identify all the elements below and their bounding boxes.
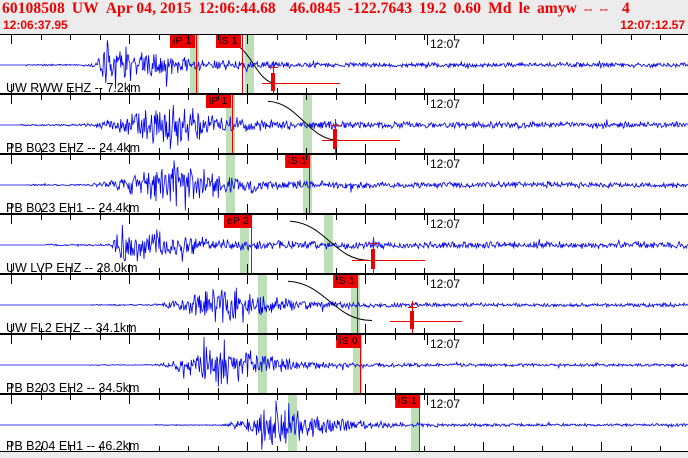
event-latitude: 46.0845 [289,0,341,17]
pick-window-band [288,395,297,451]
trace-row-inner: iS 1 12:07 PB B204 EH1 -- 46.2km [0,395,688,451]
station-label: UW FL2 EHZ -- 34.1km [6,321,137,333]
axis-time-label: 12:07 [430,217,461,231]
event-quality: le [518,0,530,17]
trace-row[interactable]: iS 1 12:07 UW FL2 EHZ -- 34.1km [0,274,688,334]
trace-row-inner: iS 1 12:07 UW FL2 EHZ -- 34.1km [0,275,688,333]
phase-pick-label[interactable]: iS 1 [333,275,358,288]
pick-window-band [258,275,267,333]
station-label: PB B204 EH1 -- 46.2km [6,439,140,451]
station-label: PB B023 EH1 -- 24.4km [6,201,140,213]
minute-tick-mark [427,395,428,405]
amplitude-marker-cross [269,67,278,68]
phase-pick-label[interactable]: iS 1 [285,155,310,168]
minute-tick-mark [427,335,428,345]
minute-tick-mark [427,35,428,45]
amplitude-baseline [322,140,400,141]
waveform-trace [0,105,688,150]
phase-pick-label[interactable]: iS 1 [395,395,420,408]
minute-tick-mark [427,215,428,225]
event-header: 60108508 UW Apr 04, 2015 12:06:44.68 46.0845… [0,0,688,34]
axis-time-label: 12:07 [430,277,461,291]
trace-rows: iP 1 iS 1 12:07 UW RWW EHZ -- 7.2km iP 1 12:0… [0,34,688,458]
event-field-2: -- [599,2,609,16]
event-depth: 19.2 [419,0,447,17]
station-label: PB B203 EH2 -- 34.5km [6,381,140,393]
trace-row-inner: iP 1 12:07 PB B023 EHZ -- 24.4km [0,95,688,153]
axis-time-label: 12:07 [430,37,461,51]
event-id: 60108508 [2,0,65,17]
amplitude-baseline [262,83,340,84]
phase-pick-label[interactable]: iP 1 [206,95,231,108]
phase-pick-line[interactable] [251,215,252,273]
phase-pick-label[interactable]: eP 2 [224,215,252,228]
event-network: UW [71,0,99,17]
minute-tick-mark [427,95,428,105]
axis-time-label: 12:07 [430,157,461,171]
event-date: Apr 04, 2015 [105,0,192,17]
amplitude-marker-bar[interactable] [333,129,337,149]
event-mag-type: Md [488,0,512,17]
amplitude-baseline [390,321,462,322]
trace-row[interactable]: iS 0 12:07 PB B203 EH2 -- 34.5km [0,334,688,394]
trace-row[interactable]: iP 1 iS 1 12:07 UW RWW EHZ -- 7.2km [0,34,688,94]
pick-window-band [411,395,420,451]
phase-pick-line[interactable] [419,395,420,451]
amplitude-marker-bar[interactable] [371,249,375,269]
phase-pick-line[interactable] [232,95,233,153]
phase-pick-line[interactable] [196,35,197,93]
trace-row[interactable]: eP 2 12:07 UW LVP EHZ -- 28.0km [0,214,688,274]
minute-tick-mark [427,155,428,165]
station-label: UW RWW EHZ -- 7.2km [6,81,141,93]
amplitude-marker-cross [369,243,378,244]
trace-row[interactable]: iP 1 12:07 PB B023 EHZ -- 24.4km [0,94,688,154]
axis-time-label: 12:07 [430,397,461,411]
amplitude-baseline [352,260,425,261]
event-trailing-count: 4 [622,0,630,17]
window-start-time: 12:06:37.95 [3,18,68,32]
station-label: UW LVP EHZ -- 28.0km [6,261,138,273]
phase-pick-label[interactable]: iS 1 [216,35,241,48]
waveform-trace [0,160,688,211]
waveform-trace [0,336,688,387]
event-longitude: -122.7643 [347,0,413,17]
station-label: PB B023 EHZ -- 24.4km [6,141,141,153]
axis-time-label: 12:07 [430,337,461,351]
event-origin-time: 12:06:44.68 [198,0,276,17]
amplitude-marker-cross [408,307,417,308]
waveform-trace [0,40,688,90]
phase-pick-label[interactable]: iS 0 [336,335,361,348]
phase-pick-line[interactable] [360,335,361,393]
amplitude-marker-cross [331,125,340,126]
trace-row-inner: eP 2 12:07 UW LVP EHZ -- 28.0km [0,215,688,273]
event-code: amyw [536,0,577,17]
phase-pick-label[interactable]: iP 1 [170,35,195,48]
trace-row-inner: iP 1 iS 1 12:07 UW RWW EHZ -- 7.2km [0,35,688,93]
pick-window-band [353,335,362,393]
trace-row[interactable]: iS 1 12:07 PB B204 EH1 -- 46.2km [0,394,688,452]
amplitude-marker-bar[interactable] [410,311,414,329]
trace-row-inner: iS 0 12:07 PB B203 EH2 -- 34.5km [0,335,688,393]
amplitude-marker-bar[interactable] [271,73,275,91]
minute-tick-mark [427,275,428,285]
event-header-title: 60108508 UW Apr 04, 2015 12:06:44.68 46.0845… [2,0,630,18]
trace-row-inner: iS 1 12:07 PB B023 EH1 -- 24.4km [0,155,688,213]
pick-window-band [226,155,235,213]
phase-pick-line[interactable] [242,35,243,93]
trace-row[interactable]: iS 1 12:07 PB B023 EH1 -- 24.4km [0,154,688,214]
window-end-time: 12:07:12.57 [620,18,685,32]
event-field-1: -- [583,2,593,16]
phase-pick-line[interactable] [309,155,310,213]
axis-time-label: 12:07 [430,97,461,111]
phase-pick-line[interactable] [357,275,358,333]
event-magnitude: 0.60 [453,0,482,17]
waveform-trace [0,400,688,450]
